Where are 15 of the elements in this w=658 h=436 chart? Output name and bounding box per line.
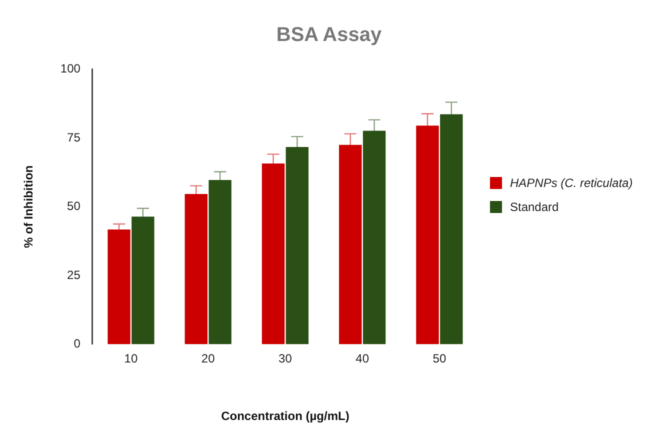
y-tick-label: 25	[67, 268, 81, 282]
chart-title: BSA Assay	[275, 24, 383, 47]
x-axis-title: Concentration (µg/mL)	[221, 409, 350, 424]
x-tick-label: 10	[124, 352, 138, 366]
x-tick-label: 30	[278, 352, 292, 366]
y-tick-label: 0	[74, 336, 81, 351]
legend-label: HAPNPs (C. reticulata)	[510, 176, 633, 190]
y-tick-label: 50	[67, 199, 81, 214]
y-axis-title: % of Inhibition	[22, 165, 36, 248]
y-tick-label: 75	[67, 130, 81, 144]
x-tick-label: 50	[432, 352, 446, 366]
legend-label: Standard	[510, 200, 559, 214]
x-tick-label: 20	[201, 352, 216, 366]
y-tick-label: 100	[60, 62, 81, 76]
x-tick-label: 40	[356, 352, 370, 366]
